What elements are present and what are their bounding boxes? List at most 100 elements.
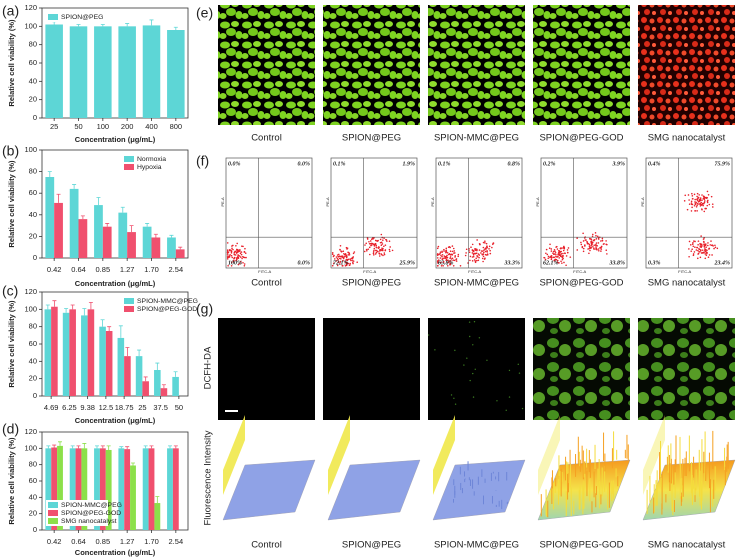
bar — [135, 356, 143, 396]
error-bar — [155, 496, 160, 504]
flow-event — [558, 257, 561, 259]
legend-box — [46, 12, 108, 22]
flow-x-label: FITC-A — [678, 269, 691, 274]
legend-label: SMG nanocatalyst — [61, 518, 117, 525]
bar — [94, 26, 112, 118]
flow-event — [709, 244, 712, 246]
flow-event — [369, 253, 371, 256]
group-label: SPION@PEG — [342, 278, 401, 289]
flow-event — [590, 239, 593, 241]
x-tick-label: 9.38 — [80, 403, 95, 412]
flow-event — [716, 247, 719, 250]
flow-event — [226, 258, 229, 260]
speck — [518, 372, 521, 374]
flow-event — [455, 258, 457, 261]
flow-event — [352, 252, 355, 255]
flow-event — [590, 244, 592, 247]
flow-event — [696, 246, 699, 249]
flow-event — [589, 237, 591, 240]
flow-event — [582, 250, 585, 253]
flow-event — [557, 255, 559, 258]
bar — [167, 448, 173, 530]
group-label: Control — [251, 278, 282, 289]
flow-event — [586, 240, 588, 243]
flow-event — [452, 247, 455, 250]
flow-event — [596, 235, 599, 238]
flow-event — [693, 193, 696, 196]
flow-y-label: PE-A — [640, 197, 645, 207]
flow-plot — [540, 157, 628, 269]
flow-event — [696, 210, 698, 212]
flow-event — [243, 263, 246, 265]
flow-x-label: FITC-A — [468, 269, 481, 274]
flow-event — [344, 253, 347, 255]
error-bar — [70, 304, 75, 310]
error-bar — [52, 444, 57, 448]
flow-event — [472, 253, 475, 255]
flow-event — [491, 246, 493, 249]
flow-event — [697, 240, 700, 242]
flow-event — [452, 259, 455, 261]
flow-event — [384, 249, 387, 252]
flow-event — [554, 250, 556, 253]
flow-event — [468, 251, 471, 253]
bar — [118, 26, 136, 118]
x-tick-label: 0.85 — [96, 265, 111, 274]
flow-event — [331, 264, 334, 267]
flow-event — [375, 251, 378, 254]
surface-wall — [433, 415, 455, 495]
flow-event — [707, 244, 709, 247]
error-bar — [100, 445, 105, 449]
flow-event — [242, 261, 244, 264]
flow-event — [444, 257, 446, 259]
error-bar — [161, 384, 166, 389]
flow-event — [482, 255, 485, 258]
flow-event — [710, 240, 712, 242]
flow-event — [439, 261, 442, 264]
x-tick-label: 100 — [97, 122, 110, 131]
flow-event — [386, 240, 388, 242]
error-bar — [96, 197, 101, 206]
y-tick-label: 120 — [24, 427, 37, 436]
flow-event — [694, 201, 696, 203]
flow-event — [345, 259, 347, 261]
flow-event — [449, 256, 452, 258]
flow-event — [697, 253, 699, 255]
flow-event — [475, 259, 478, 262]
flow-event — [437, 245, 440, 248]
y-tick-label: 100 — [24, 443, 37, 452]
error-bar — [155, 362, 160, 370]
flow-event — [473, 259, 476, 261]
flow-event — [475, 257, 478, 260]
x-tick-label: 0.42 — [47, 537, 62, 546]
y-tick-label: 80 — [29, 322, 37, 331]
flow-event — [478, 254, 481, 256]
flow-event — [480, 252, 482, 254]
flow-event — [439, 252, 441, 255]
bar — [167, 237, 176, 258]
x-tick-label: 18.75 — [115, 403, 134, 412]
legend-label: SPION@PEG — [61, 14, 103, 21]
bar — [105, 449, 112, 530]
flow-event — [591, 233, 594, 236]
flow-event — [600, 250, 602, 252]
flow-event — [342, 259, 344, 262]
dcfh-image — [323, 318, 420, 420]
flow-event — [696, 192, 699, 195]
flow-event — [698, 248, 701, 251]
flow-event — [700, 243, 703, 245]
flow-event — [365, 242, 368, 245]
error-bar — [58, 441, 63, 446]
flow-event — [454, 255, 457, 257]
flow-event — [688, 203, 691, 205]
flow-event — [605, 240, 607, 242]
bar — [81, 448, 88, 530]
flow-event — [436, 262, 439, 264]
flow-event — [232, 248, 234, 251]
speck — [472, 396, 475, 398]
bar — [124, 449, 131, 530]
flow-event — [378, 255, 381, 257]
quadrant-percent: 100% — [228, 260, 242, 266]
flow-event — [595, 248, 597, 250]
y-tick-label: 60 — [29, 339, 37, 348]
